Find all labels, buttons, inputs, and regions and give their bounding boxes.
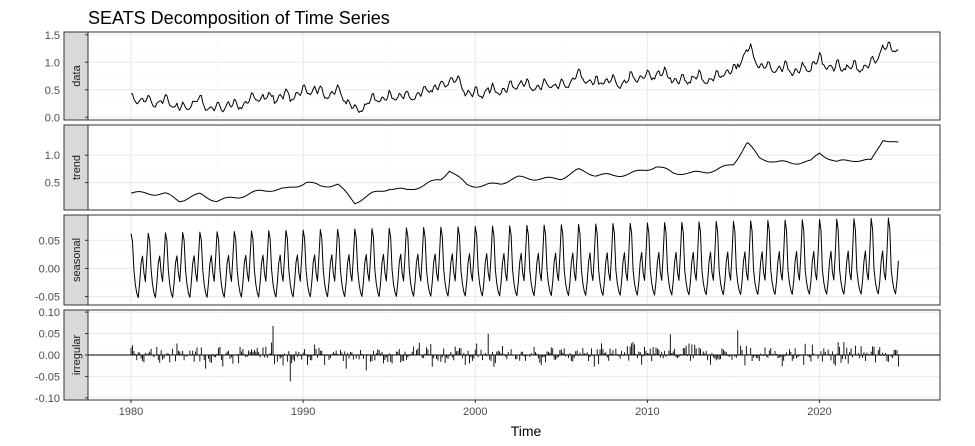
- y-tick-label: 0.10: [39, 307, 60, 319]
- y-tick-label: 0.0: [45, 112, 60, 124]
- y-tick-label: -0.05: [35, 292, 60, 304]
- y-tick-label: 1.0: [45, 57, 60, 69]
- y-tick-label: 0.05: [39, 235, 60, 247]
- plot-area-seasonal: [88, 215, 940, 305]
- panel-irregular: irregular -0.10 -0.05 0.00 0.05 0.10: [35, 307, 941, 405]
- x-tick-label: 2020: [807, 406, 831, 418]
- plot-area-trend: [88, 125, 940, 210]
- y-tick-label: 0.00: [39, 350, 60, 362]
- strip-irregular: [63, 309, 89, 401]
- x-tick-label: 2010: [635, 406, 659, 418]
- strip-data: [63, 31, 89, 121]
- panel-border-data: [87, 31, 941, 121]
- strip-label-seasonal: seasonal: [71, 238, 83, 282]
- y-tick-label: -0.10: [35, 393, 60, 405]
- facet-panels: data 0.0 0.5 1.0 1.5 trend 0.5 1.0 seasonal -0.05…: [35, 30, 941, 405]
- strip-label-irregular: irregular: [71, 334, 83, 375]
- y-tick-label: -0.05: [35, 371, 60, 383]
- trend-series-line: [130, 140, 899, 205]
- y-tick-label: 0.5: [45, 85, 60, 97]
- data-series-line: [130, 41, 899, 113]
- seasonal-series-line: [130, 217, 899, 299]
- y-tick-label: 0.5: [45, 178, 60, 190]
- strip-label-trend: trend: [71, 155, 83, 180]
- panel-border-seasonal: [87, 214, 941, 306]
- panel-data: data 0.0 0.5 1.0 1.5: [45, 30, 941, 124]
- panel-border-irregular: [87, 309, 941, 401]
- strip-label-data: data: [71, 64, 83, 86]
- y-tick-label: 0.00: [39, 263, 60, 275]
- x-tick-label: 1990: [291, 406, 315, 418]
- y-tick-label: 1.0: [45, 150, 60, 162]
- x-axis-title: Time: [511, 423, 542, 439]
- strip-seasonal: [63, 214, 89, 306]
- x-tick-label: 2000: [463, 406, 487, 418]
- y-tick-label: 0.05: [39, 329, 60, 341]
- panel-trend: trend 0.5 1.0: [45, 124, 941, 211]
- chart-title: SEATS Decomposition of Time Series: [88, 8, 390, 28]
- panel-seasonal: seasonal -0.05 0.00 0.05: [35, 214, 941, 306]
- x-tick-label: 1980: [119, 406, 143, 418]
- strip-trend: [63, 124, 89, 211]
- panel-border-trend: [87, 124, 941, 211]
- y-tick-label: 1.5: [45, 30, 60, 42]
- x-axis: 1980 1990 2000 2010 2020: [119, 400, 832, 418]
